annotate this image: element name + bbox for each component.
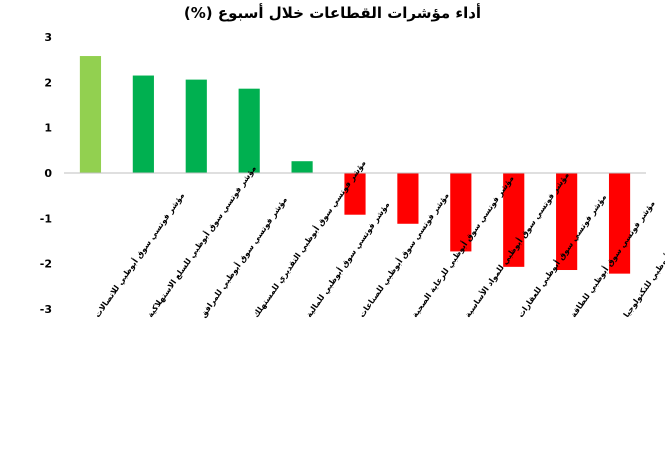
bar	[344, 173, 366, 215]
category-label: مؤشر فوتسي سوق أبوظبي للمالية	[304, 200, 392, 320]
bars-group	[79, 56, 631, 274]
bar	[397, 173, 419, 224]
y-axis-ticks: 3 2 1 0 -1 -2 -3	[40, 31, 53, 316]
y-tick-label: -2	[40, 258, 52, 271]
y-tick-label: 1	[44, 122, 52, 135]
y-tick-label: 0	[44, 167, 52, 180]
category-label: مؤشر فوتسي سوق أبوظبي للاتصالات	[92, 190, 186, 319]
bar	[608, 173, 631, 274]
bar	[185, 79, 207, 173]
bar	[291, 161, 313, 173]
y-tick-label: 3	[44, 31, 52, 44]
bar	[238, 88, 260, 173]
bar	[79, 56, 102, 173]
category-label: مؤشر فوتسي سوق أبوظبي للمرافق	[198, 195, 289, 320]
bar	[450, 173, 472, 252]
bar	[132, 75, 154, 173]
bar	[556, 173, 578, 271]
chart-title: أداء مؤشرات القطاعات خلال أسبوع (%)	[183, 4, 482, 22]
y-tick-label: -3	[40, 303, 52, 316]
category-label: مؤشر فوتسي سوق أبوظبي التقديري للمستهلك	[251, 158, 368, 319]
category-label: مؤشر فوتسي سوق أبوظبي للسلع الاستهلاكية	[145, 163, 258, 319]
bar	[503, 173, 525, 267]
y-tick-label: 2	[44, 76, 52, 89]
y-tick-label: -1	[40, 212, 52, 225]
